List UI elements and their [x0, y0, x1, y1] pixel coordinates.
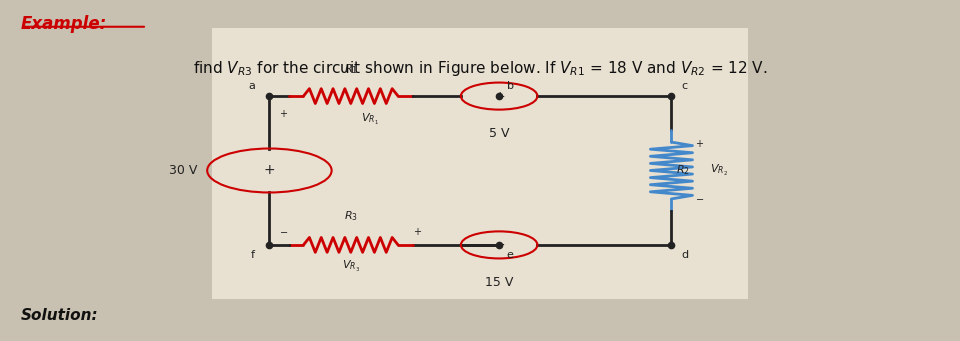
Text: d: d: [681, 250, 688, 260]
Bar: [212, 28, 748, 299]
Text: $V_{R_3}$: $V_{R_3}$: [342, 260, 360, 275]
Text: b: b: [507, 81, 514, 91]
Text: 30 V: 30 V: [169, 164, 198, 177]
Text: $+$: $+$: [263, 163, 276, 178]
Text: c: c: [681, 81, 687, 91]
Text: find $V_{R3}$ for the circuit shown in Figure below. If $V_{R1}$ = 18 V and $V_{: find $V_{R3}$ for the circuit shown in F…: [193, 59, 767, 78]
Text: $V_{R_1}$: $V_{R_1}$: [361, 112, 379, 127]
Text: f: f: [252, 250, 255, 260]
Text: $+$: $+$: [413, 226, 422, 237]
Text: $V_{R_2}$: $V_{R_2}$: [709, 163, 728, 178]
Text: 15 V: 15 V: [485, 276, 514, 288]
Text: Example:: Example:: [20, 15, 107, 33]
Text: $R_3$: $R_3$: [344, 209, 358, 223]
Text: Solution:: Solution:: [20, 308, 98, 323]
Text: $-$: $-$: [695, 193, 705, 203]
Text: e: e: [507, 250, 514, 260]
Text: a: a: [249, 81, 255, 91]
Text: $-$: $-$: [279, 226, 288, 236]
Text: $-$: $-$: [493, 238, 505, 251]
Text: $R_2$: $R_2$: [676, 164, 690, 177]
Text: $+$: $+$: [279, 107, 288, 119]
Text: $+$: $+$: [493, 90, 505, 103]
Text: 5 V: 5 V: [489, 127, 510, 140]
Text: $R_1$: $R_1$: [344, 62, 358, 76]
Text: $+$: $+$: [695, 138, 705, 149]
